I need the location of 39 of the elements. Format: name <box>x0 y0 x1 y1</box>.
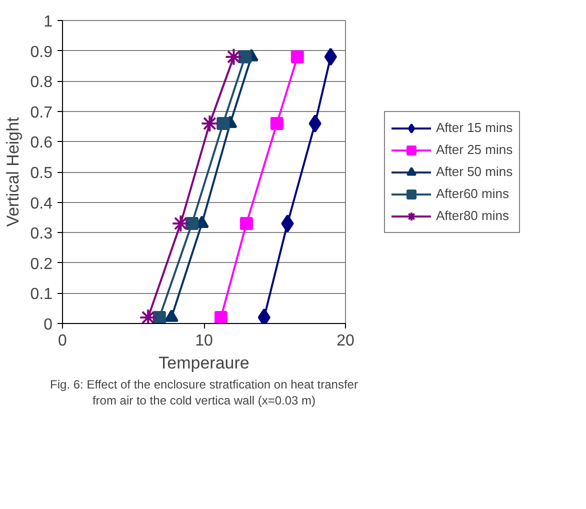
y-tick-label: 0.9 <box>30 44 53 61</box>
y-tick-label: 0.6 <box>30 134 53 152</box>
y-tick-label: 0.8 <box>30 74 53 92</box>
point <box>216 117 230 130</box>
point <box>308 114 322 133</box>
x-tick-label: 10 <box>195 332 213 350</box>
point <box>224 48 243 66</box>
point <box>172 214 190 233</box>
legend-label: After 50 mins <box>436 164 513 180</box>
point <box>270 117 284 130</box>
y-tick-label: 0.5 <box>30 165 53 182</box>
caption: Fig. 6: Effect of the enclosure stratfication on heat transfer from air to the cold vertica wall (x=0.03 m) <box>50 378 358 408</box>
y-tick-label: 0.3 <box>30 226 53 243</box>
y-tick-label: 0.2 <box>30 256 53 273</box>
legend-label: After 25 mins <box>436 142 513 158</box>
point <box>200 114 219 133</box>
legend-label: After80 mins <box>436 208 509 224</box>
point <box>214 310 228 324</box>
y-tick-label: 0.7 <box>30 104 53 122</box>
point <box>281 214 294 233</box>
point <box>185 217 198 230</box>
y-tick-label: 1 <box>44 14 53 30</box>
point <box>290 50 304 64</box>
y-tick-label: 0.1 <box>30 286 53 304</box>
legend-label: After 15 mins <box>436 120 513 136</box>
point <box>324 48 337 66</box>
legend-label: After60 mins <box>436 186 509 202</box>
x-tick-label: 0 <box>58 332 68 350</box>
point <box>240 217 253 230</box>
x-axis-title: Temperaure <box>158 354 250 372</box>
y-tick-label: 0 <box>44 316 53 334</box>
y-axis-title: Vertical Height <box>3 116 22 227</box>
point <box>139 308 158 324</box>
point <box>238 50 252 64</box>
y-tick-label: 0.4 <box>30 195 53 212</box>
point <box>258 308 270 324</box>
x-tick-label: 20 <box>336 332 354 350</box>
point <box>152 310 166 324</box>
point <box>164 310 178 322</box>
